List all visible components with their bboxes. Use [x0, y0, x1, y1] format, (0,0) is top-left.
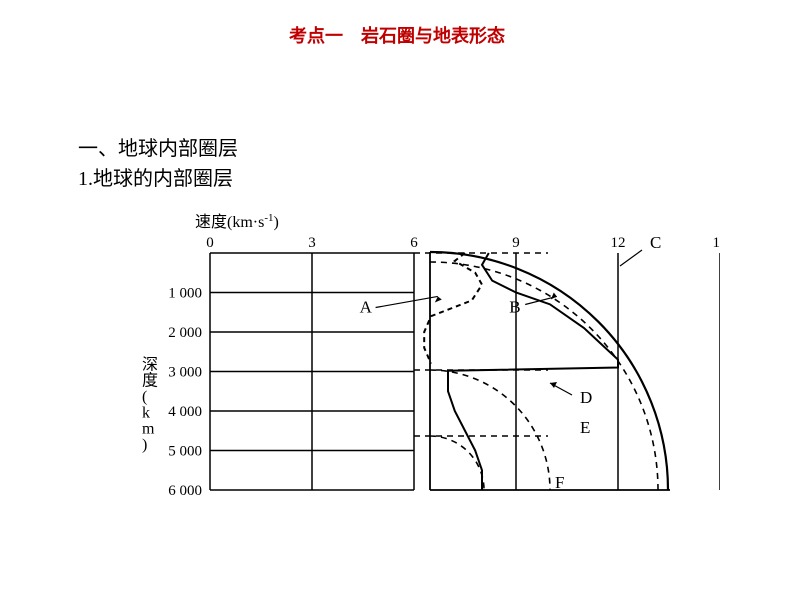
x-tick: 12 — [611, 235, 626, 251]
curve-a — [424, 253, 482, 364]
y-tick: 6 000 — [168, 483, 202, 499]
y-tick: 2 000 — [168, 325, 202, 341]
x-tick: 9 — [512, 235, 520, 251]
y-axis-title: 深度(km) — [142, 356, 158, 454]
y-tick: 5 000 — [168, 444, 202, 460]
label-c: C — [650, 233, 661, 252]
x-tick: 0 — [206, 235, 214, 251]
arrowhead-b — [551, 292, 557, 299]
y-tick: 3 000 — [168, 365, 202, 381]
label-d: D — [580, 388, 592, 407]
page-title: 考点一 岩石圈与地表形态 — [0, 0, 794, 48]
label-f: F — [555, 473, 564, 492]
y-tick: 1 000 — [168, 286, 202, 302]
y-tick: 4 000 — [168, 404, 202, 420]
arrowhead-d — [550, 382, 557, 388]
outer-arc-dashed — [430, 262, 658, 490]
sub-heading: 1.地球的内部圈层 — [78, 162, 233, 191]
x-tick: 6 — [410, 235, 418, 251]
label-b: B — [509, 298, 520, 317]
chart-svg: 速度(km·s-1) 0 3 6 9 12 15 1 000 2 000 3 000 4 000 5 … — [130, 208, 720, 528]
section-heading: 一、地球内部圈层 — [78, 132, 238, 161]
inner-arc-dashed — [430, 436, 484, 490]
label-a: A — [360, 298, 373, 317]
label-e: E — [580, 418, 590, 437]
leader-c — [620, 250, 642, 266]
curve-b — [448, 253, 618, 490]
x-tick: 15 — [713, 235, 721, 251]
x-axis-title: 速度(km·s-1) — [195, 212, 279, 231]
x-tick: 3 — [308, 235, 316, 251]
earth-interior-diagram: 速度(km·s-1) 0 3 6 9 12 15 1 000 2 000 3 000 4 000 5 … — [130, 208, 720, 533]
arrow-a — [376, 296, 438, 307]
